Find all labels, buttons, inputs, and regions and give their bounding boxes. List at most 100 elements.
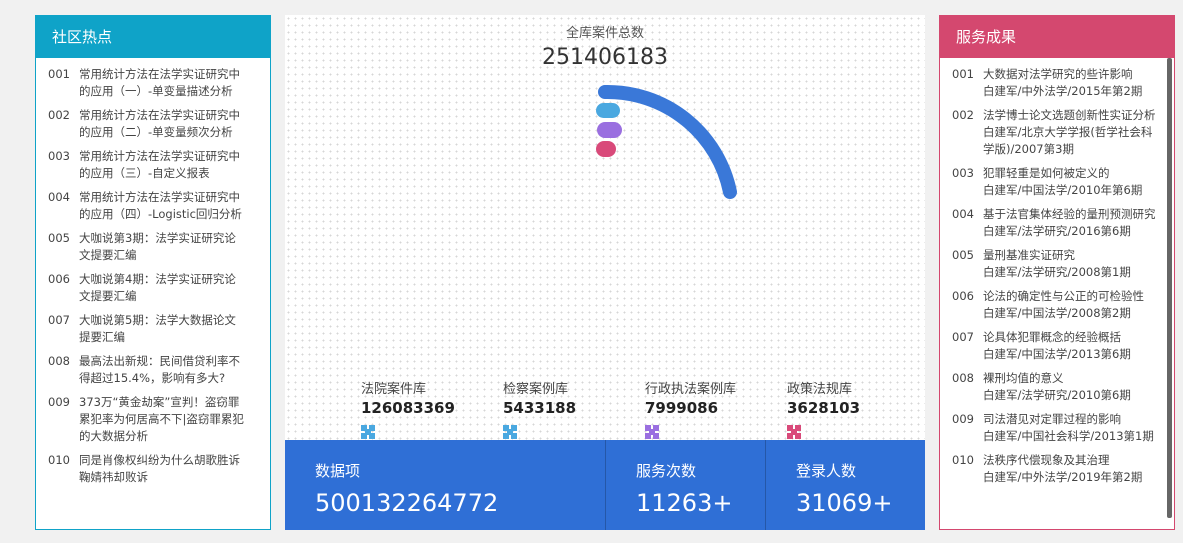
result-item[interactable]: 010 法秩序代偿现象及其治理白建军/中外法学/2019年第2期 (952, 452, 1174, 486)
library-icon (361, 425, 375, 439)
topic-list: 001 常用统计方法在法学实证研究中的应用（一）-单变量描述分析 002 常用统计方法… (36, 58, 270, 486)
item-text: 同是肖像权纠纷为什么胡歌胜诉鞠婧祎却败诉 (79, 453, 240, 484)
item-number: 002 (952, 108, 974, 122)
item-body: 量刑基准实证研究白建军/法学研究/2008第1期 (983, 247, 1158, 281)
item-body: 基于法官集体经验的量刑预测研究 白建军/法学研究/2016第6期 (983, 206, 1158, 240)
hot-topics-panel: 社区热点 001 常用统计方法在法学实证研究中的应用（一）-单变量描述分析 002 常… (35, 15, 271, 530)
legend-pill (596, 141, 616, 157)
item-body: 司法潜见对定罪过程的影响白建军/中国社会科学/2013第1期 (983, 411, 1158, 445)
library: 检察案例库 5433188 (503, 378, 576, 439)
library: 行政执法案例库 7999086 (645, 378, 736, 439)
item-body: 大数据对法学研究的些许影响 白建军/中外法学/2015年第2期 (983, 66, 1158, 100)
scrollbar[interactable] (1167, 58, 1172, 518)
library-count: 126083369 (361, 399, 455, 417)
item-number: 001 (48, 67, 70, 81)
item-body: 法秩序代偿现象及其治理白建军/中外法学/2019年第2期 (983, 452, 1158, 486)
item-title: 法秩序代偿现象及其治理 (983, 453, 1110, 467)
item-source: 白建军/法学研究/2016第6期 (983, 224, 1131, 238)
stat: 数据项 500132264772 (285, 440, 605, 530)
item-source: 白建军/中国法学/2010年第6期 (983, 183, 1143, 197)
library-count: 7999086 (645, 399, 719, 417)
item-number: 004 (952, 207, 974, 221)
topic-item[interactable]: 001 常用统计方法在法学实证研究中的应用（一）-单变量描述分析 (48, 66, 270, 100)
topic-item[interactable]: 006 大咖说第4期：法学实证研究论文提要汇编 (48, 271, 270, 305)
item-number: 005 (952, 248, 974, 262)
item-title: 论具体犯罪概念的经验概括 (983, 330, 1121, 344)
item-number: 008 (952, 371, 974, 385)
item-number: 002 (48, 108, 70, 122)
topic-item[interactable]: 004 常用统计方法在法学实证研究中的应用（四）-Logistic回归分析 (48, 189, 270, 223)
overview: 全库案件总数 251406183 法院案件库 126083369 检察案例库 5433… (285, 15, 925, 530)
result-item[interactable]: 008 裸刑均值的意义白建军/法学研究/2010第6期 (952, 370, 1174, 404)
item-number: 009 (952, 412, 974, 426)
result-item[interactable]: 006 论法的确定性与公正的可检验性 白建军/中国法学/2008第2期 (952, 288, 1174, 322)
result-item[interactable]: 005 量刑基准实证研究白建军/法学研究/2008第1期 (952, 247, 1174, 281)
topic-item[interactable]: 003 常用统计方法在法学实证研究中的应用（三）-自定义报表 (48, 148, 270, 182)
item-text: 常用统计方法在法学实证研究中的应用（四）-Logistic回归分析 (79, 190, 242, 221)
item-source: 白建军/法学研究/2010第6期 (983, 388, 1131, 402)
item-source: 白建军/中国法学/2013第6期 (983, 347, 1131, 361)
item-number: 001 (952, 67, 974, 81)
library-icon (503, 425, 517, 439)
stat-label: 服务次数 (636, 462, 697, 480)
library-name: 检察案例库 (503, 382, 569, 397)
item-number: 007 (952, 330, 974, 344)
item-title: 裸刑均值的意义 (983, 371, 1064, 385)
gauge (596, 84, 737, 199)
stat-value: 31069+ (796, 489, 893, 517)
item-title: 司法潜见对定罪过程的影响 (983, 412, 1121, 426)
topic-item[interactable]: 008 最高法出新规：民间借贷利率不得超过15.4%，影响有多大? (48, 353, 270, 387)
item-source: 白建军/中国社会科学/2013第1期 (983, 429, 1154, 443)
topic-item[interactable]: 010 同是肖像权纠纷为什么胡歌胜诉鞠婧祎却败诉 (48, 452, 270, 486)
item-text: 大咖说第4期：法学实证研究论文提要汇编 (79, 272, 236, 303)
item-text: 373万“黄金劫案”宣判！盗窃罪累犯率为何居高不下|盗窃罪累犯的大数据分析 (79, 395, 244, 443)
item-title: 法学博士论文选题创新性实证分析 (983, 108, 1156, 122)
library-icon (787, 425, 801, 439)
stat: 登录人数 31069+ (765, 440, 925, 530)
stat-value: 500132264772 (315, 489, 499, 517)
library-name: 法院案件库 (361, 382, 427, 397)
result-item[interactable]: 004 基于法官集体经验的量刑预测研究 白建军/法学研究/2016第6期 (952, 206, 1174, 240)
topic-item[interactable]: 009 373万“黄金劫案”宣判！盗窃罪累犯率为何居高不下|盗窃罪累犯的大数据分析 (48, 394, 270, 445)
result-item[interactable]: 003 犯罪轻重是如何被定义的白建军/中国法学/2010年第6期 (952, 165, 1174, 199)
item-number: 009 (48, 395, 70, 409)
stat: 服务次数 11263+ (605, 440, 765, 530)
item-body: 裸刑均值的意义白建军/法学研究/2010第6期 (983, 370, 1158, 404)
library-name: 政策法规库 (787, 382, 853, 397)
item-text: 常用统计方法在法学实证研究中的应用（三）-自定义报表 (79, 149, 240, 180)
item-source: 白建军/中国法学/2008第2期 (983, 306, 1131, 320)
panel-title: 服务成果 (940, 16, 1174, 58)
result-item[interactable]: 001 大数据对法学研究的些许影响 白建军/中外法学/2015年第2期 (952, 66, 1174, 100)
item-title: 论法的确定性与公正的可检验性 (983, 289, 1144, 303)
library: 政策法规库 3628103 (787, 378, 860, 439)
result-item[interactable]: 007 论具体犯罪概念的经验概括 白建军/中国法学/2013第6期 (952, 329, 1174, 363)
item-source: 白建军/北京大学学报(哲学社会科学版)/2007第3期 (983, 125, 1153, 156)
library-name: 行政执法案例库 (645, 382, 737, 397)
item-title: 大数据对法学研究的些许影响 (983, 67, 1133, 81)
stats-bar: 数据项 500132264772 服务次数 11263+ 登录人数 31069+ (285, 440, 925, 530)
library-count: 3628103 (787, 399, 861, 417)
legend-pill (596, 103, 620, 118)
item-source: 白建军/中外法学/2019年第2期 (983, 470, 1143, 484)
total-value: 251406183 (542, 45, 668, 70)
result-item[interactable]: 009 司法潜见对定罪过程的影响白建军/中国社会科学/2013第1期 (952, 411, 1174, 445)
topic-item[interactable]: 007 大咖说第5期：法学大数据论文提要汇编 (48, 312, 270, 346)
item-title: 量刑基准实证研究 (983, 248, 1075, 262)
result-list: 001 大数据对法学研究的些许影响 白建军/中外法学/2015年第2期 002 法学博士… (940, 58, 1174, 486)
item-source: 白建军/法学研究/2008第1期 (983, 265, 1131, 279)
legend-pill (597, 122, 622, 138)
topic-item[interactable]: 005 大咖说第3期：法学实证研究论文提要汇编 (48, 230, 270, 264)
item-text: 最高法出新规：民间借贷利率不得超过15.4%，影响有多大? (79, 354, 240, 385)
item-body: 法学博士论文选题创新性实证分析白建军/北京大学学报(哲学社会科学版)/2007第… (983, 107, 1158, 158)
item-number: 006 (952, 289, 974, 303)
library: 法院案件库 126083369 (361, 378, 455, 439)
item-text: 常用统计方法在法学实证研究中的应用（一）-单变量描述分析 (79, 67, 240, 98)
item-number: 003 (952, 166, 974, 180)
item-title: 犯罪轻重是如何被定义的 (983, 166, 1110, 180)
result-item[interactable]: 002 法学博士论文选题创新性实证分析白建军/北京大学学报(哲学社会科学版)/20… (952, 107, 1174, 158)
item-number: 010 (952, 453, 974, 467)
topic-item[interactable]: 002 常用统计方法在法学实证研究中的应用（二）-单变量频次分析 (48, 107, 270, 141)
item-number: 010 (48, 453, 70, 467)
item-body: 论具体犯罪概念的经验概括 白建军/中国法学/2013第6期 (983, 329, 1158, 363)
item-number: 008 (48, 354, 70, 368)
